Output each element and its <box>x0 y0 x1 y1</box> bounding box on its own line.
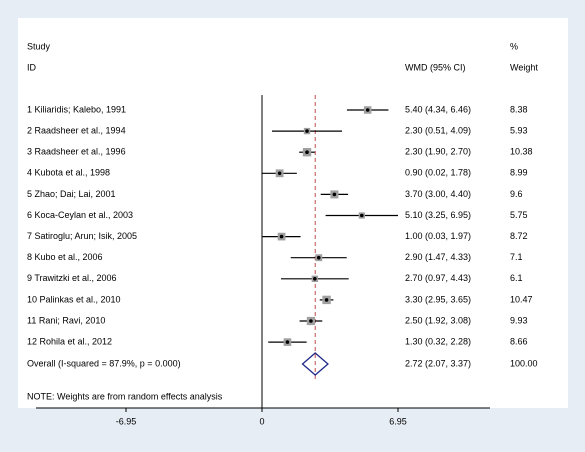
estimate-point <box>305 150 309 154</box>
estimate-point <box>332 192 337 197</box>
study-label: 7 Satiroglu; Arun; Isik, 2005 <box>27 231 137 241</box>
ci-label: 5.10 (3.25, 6.95) <box>405 210 471 220</box>
ci-label: 3.30 (2.95, 3.65) <box>405 294 471 304</box>
overall-label: Overall (I-squared = 87.9%, p = 0.000) <box>27 358 181 368</box>
weight-label: 8.38 <box>510 104 528 114</box>
study-label: 12 Rohila et al., 2012 <box>27 336 112 346</box>
weight-header: Weight <box>510 62 538 72</box>
x-tick-label: 6.95 <box>389 416 407 426</box>
overall-weight-label: 100.00 <box>510 358 538 368</box>
ci-label: 2.90 (1.47, 4.33) <box>405 252 471 262</box>
weight-label: 10.38 <box>510 147 533 157</box>
ci-label: 2.30 (0.51, 4.09) <box>405 125 471 135</box>
weight-label: 9.93 <box>510 315 528 325</box>
ci-label: 1.30 (0.32, 2.28) <box>405 336 471 346</box>
estimate-point <box>324 298 329 302</box>
effect-header: WMD (95% CI) <box>405 62 466 72</box>
estimate-point <box>305 129 309 133</box>
estimate-point <box>359 213 364 218</box>
estimate-point <box>279 234 284 239</box>
weight-label: 8.72 <box>510 231 528 241</box>
weight-label: 10.47 <box>510 294 533 304</box>
weight-label: 7.1 <box>510 252 523 262</box>
ci-label: 0.90 (0.02, 1.78) <box>405 168 471 178</box>
study-label: 2 Raadsheer et al., 1994 <box>27 125 126 135</box>
x-tick-label: 0 <box>259 416 264 426</box>
overall-ci-label: 2.72 (2.07, 3.37) <box>405 358 471 368</box>
study-label: 6 Koca-Ceylan et al., 2003 <box>27 210 133 220</box>
estimate-point <box>316 255 321 260</box>
weight-label: 5.93 <box>510 125 528 135</box>
weight-label: 8.66 <box>510 336 528 346</box>
x-tick-label: -6.95 <box>116 416 137 426</box>
study-label: 8 Kubo et al., 2006 <box>27 252 103 262</box>
overall-diamond <box>301 352 329 376</box>
estimate-point <box>309 319 313 323</box>
id-header: ID <box>27 62 37 72</box>
study-label: 3 Raadsheer et al., 1996 <box>27 147 126 157</box>
note: NOTE: Weights are from random effects an… <box>27 391 223 401</box>
study-label: 1 Kiliaridis; Kalebo, 1991 <box>27 104 126 114</box>
plot-panel <box>18 18 568 408</box>
study-label: 9 Trawitzki et al., 2006 <box>27 273 117 283</box>
ci-label: 2.50 (1.92, 3.08) <box>405 315 471 325</box>
estimate-point <box>285 340 290 344</box>
study-label: 10 Palinkas et al., 2010 <box>27 294 121 304</box>
ci-label: 2.70 (0.97, 4.43) <box>405 273 471 283</box>
weight-label: 8.99 <box>510 168 528 178</box>
study-label: 11 Rani; Ravi, 2010 <box>27 315 105 325</box>
ci-label: 5.40 (4.34, 6.46) <box>405 104 471 114</box>
ci-label: 3.70 (3.00, 4.40) <box>405 189 471 199</box>
ci-label: 1.00 (0.03, 1.97) <box>405 231 471 241</box>
estimate-point <box>365 108 370 112</box>
study-header: Study <box>27 41 51 51</box>
ci-label: 2.30 (1.90, 2.70) <box>405 147 471 157</box>
study-label: 4 Kubota et al., 1998 <box>27 168 110 178</box>
weight-header-top: % <box>510 41 518 51</box>
weight-label: 6.1 <box>510 273 523 283</box>
weight-label: 5.75 <box>510 210 528 220</box>
study-label: 5 Zhao; Dai; Lai, 2001 <box>27 189 116 199</box>
estimate-point <box>313 277 317 281</box>
estimate-point <box>277 171 282 176</box>
weight-label: 9.6 <box>510 189 523 199</box>
